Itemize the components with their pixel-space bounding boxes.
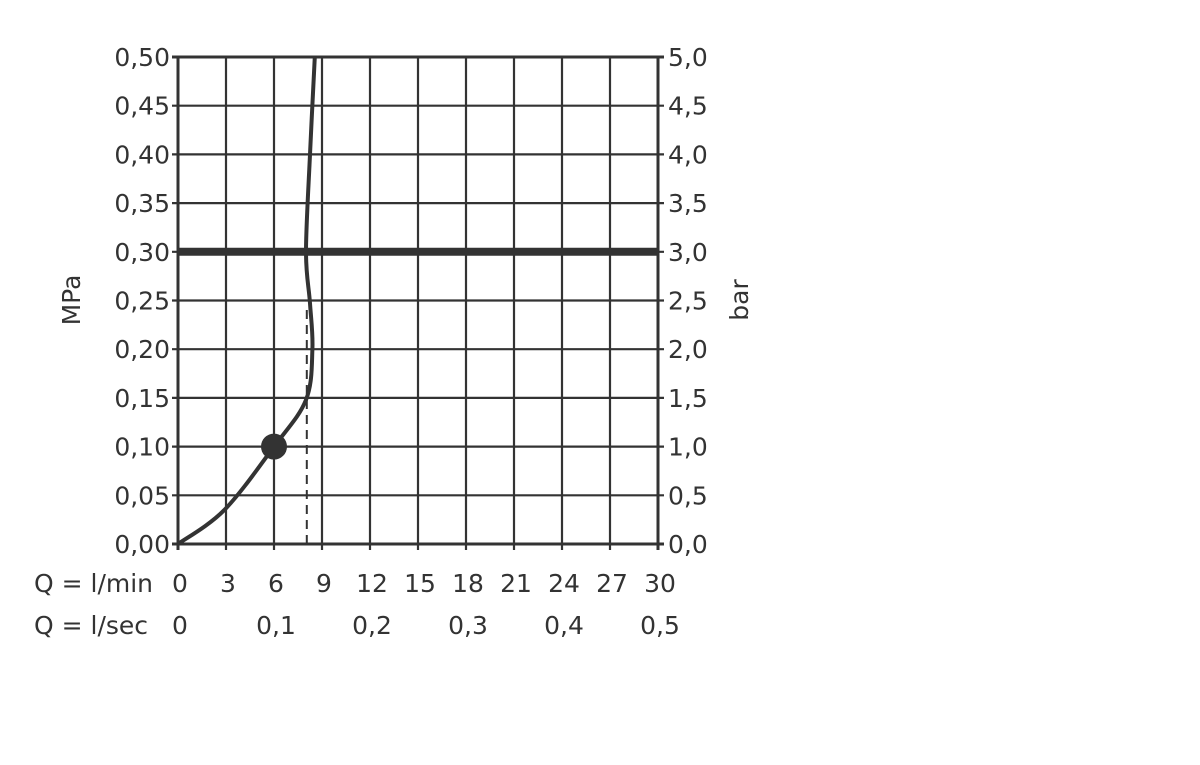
right-tick-label: 2,0 <box>668 335 708 364</box>
x-secondary-tick-label: 0,4 <box>544 611 584 640</box>
flow-curve <box>176 56 317 546</box>
x-tick-label: 12 <box>356 569 388 598</box>
right-tick-label: 2,5 <box>668 287 708 316</box>
left-tick-label: 0,10 <box>114 433 170 462</box>
right-tick-label: 3,5 <box>668 189 708 218</box>
x-secondary-tick-label: 0,1 <box>256 611 296 640</box>
left-axis-label: MPa <box>57 275 86 326</box>
left-tick-label: 0,15 <box>114 384 170 413</box>
right-tick-label: 5,0 <box>668 43 708 72</box>
right-tick-label: 1,0 <box>668 433 708 462</box>
x-tick-label: 18 <box>452 569 484 598</box>
right-tick-label: 1,5 <box>668 384 708 413</box>
left-tick-label: 0,25 <box>114 287 170 316</box>
x-tick-label: 9 <box>316 569 332 598</box>
x-axis-label: Q = l/min <box>34 569 153 598</box>
x-tick-label: 30 <box>644 569 676 598</box>
operating-point-marker <box>261 433 287 460</box>
x-tick-label: 27 <box>596 569 628 598</box>
left-tick-label: 0,35 <box>114 189 170 218</box>
x-tick-label: 3 <box>220 569 236 598</box>
left-tick-label: 0,05 <box>114 481 170 510</box>
x-tick-label: 6 <box>268 569 284 598</box>
right-tick-label: 0,5 <box>668 481 708 510</box>
x-secondary-tick-label: 0,3 <box>448 611 488 640</box>
grid <box>172 55 664 550</box>
left-tick-label: 0,50 <box>114 43 170 72</box>
x-secondary-tick-label: 0,2 <box>352 611 392 640</box>
right-tick-label: 4,5 <box>668 92 708 121</box>
x-tick-label: 21 <box>500 569 532 598</box>
x-tick-label: 0 <box>172 569 188 598</box>
left-tick-label: 0,20 <box>114 335 170 364</box>
right-tick-label: 3,0 <box>668 238 708 267</box>
x-axis-secondary-label: Q = l/sec <box>34 611 148 640</box>
left-tick-label: 0,30 <box>114 238 170 267</box>
left-tick-label: 0,00 <box>114 530 170 559</box>
right-axis-label: bar <box>725 279 754 321</box>
right-tick-label: 4,0 <box>668 140 708 169</box>
labels: 0 3 6 9 12 15 18 21 24 27 30 0 0,1 0,2 0,3 0,4 0,5 0,00 0,… <box>114 43 707 640</box>
x-secondary-tick-label: 0,5 <box>640 611 680 640</box>
right-tick-label: 0,0 <box>668 530 708 559</box>
x-tick-label: 15 <box>404 569 436 598</box>
x-secondary-tick-label: 0 <box>172 611 188 640</box>
x-tick-label: 24 <box>548 569 580 598</box>
left-tick-label: 0,40 <box>114 140 170 169</box>
left-tick-label: 0,45 <box>114 92 170 121</box>
marks <box>176 56 658 546</box>
